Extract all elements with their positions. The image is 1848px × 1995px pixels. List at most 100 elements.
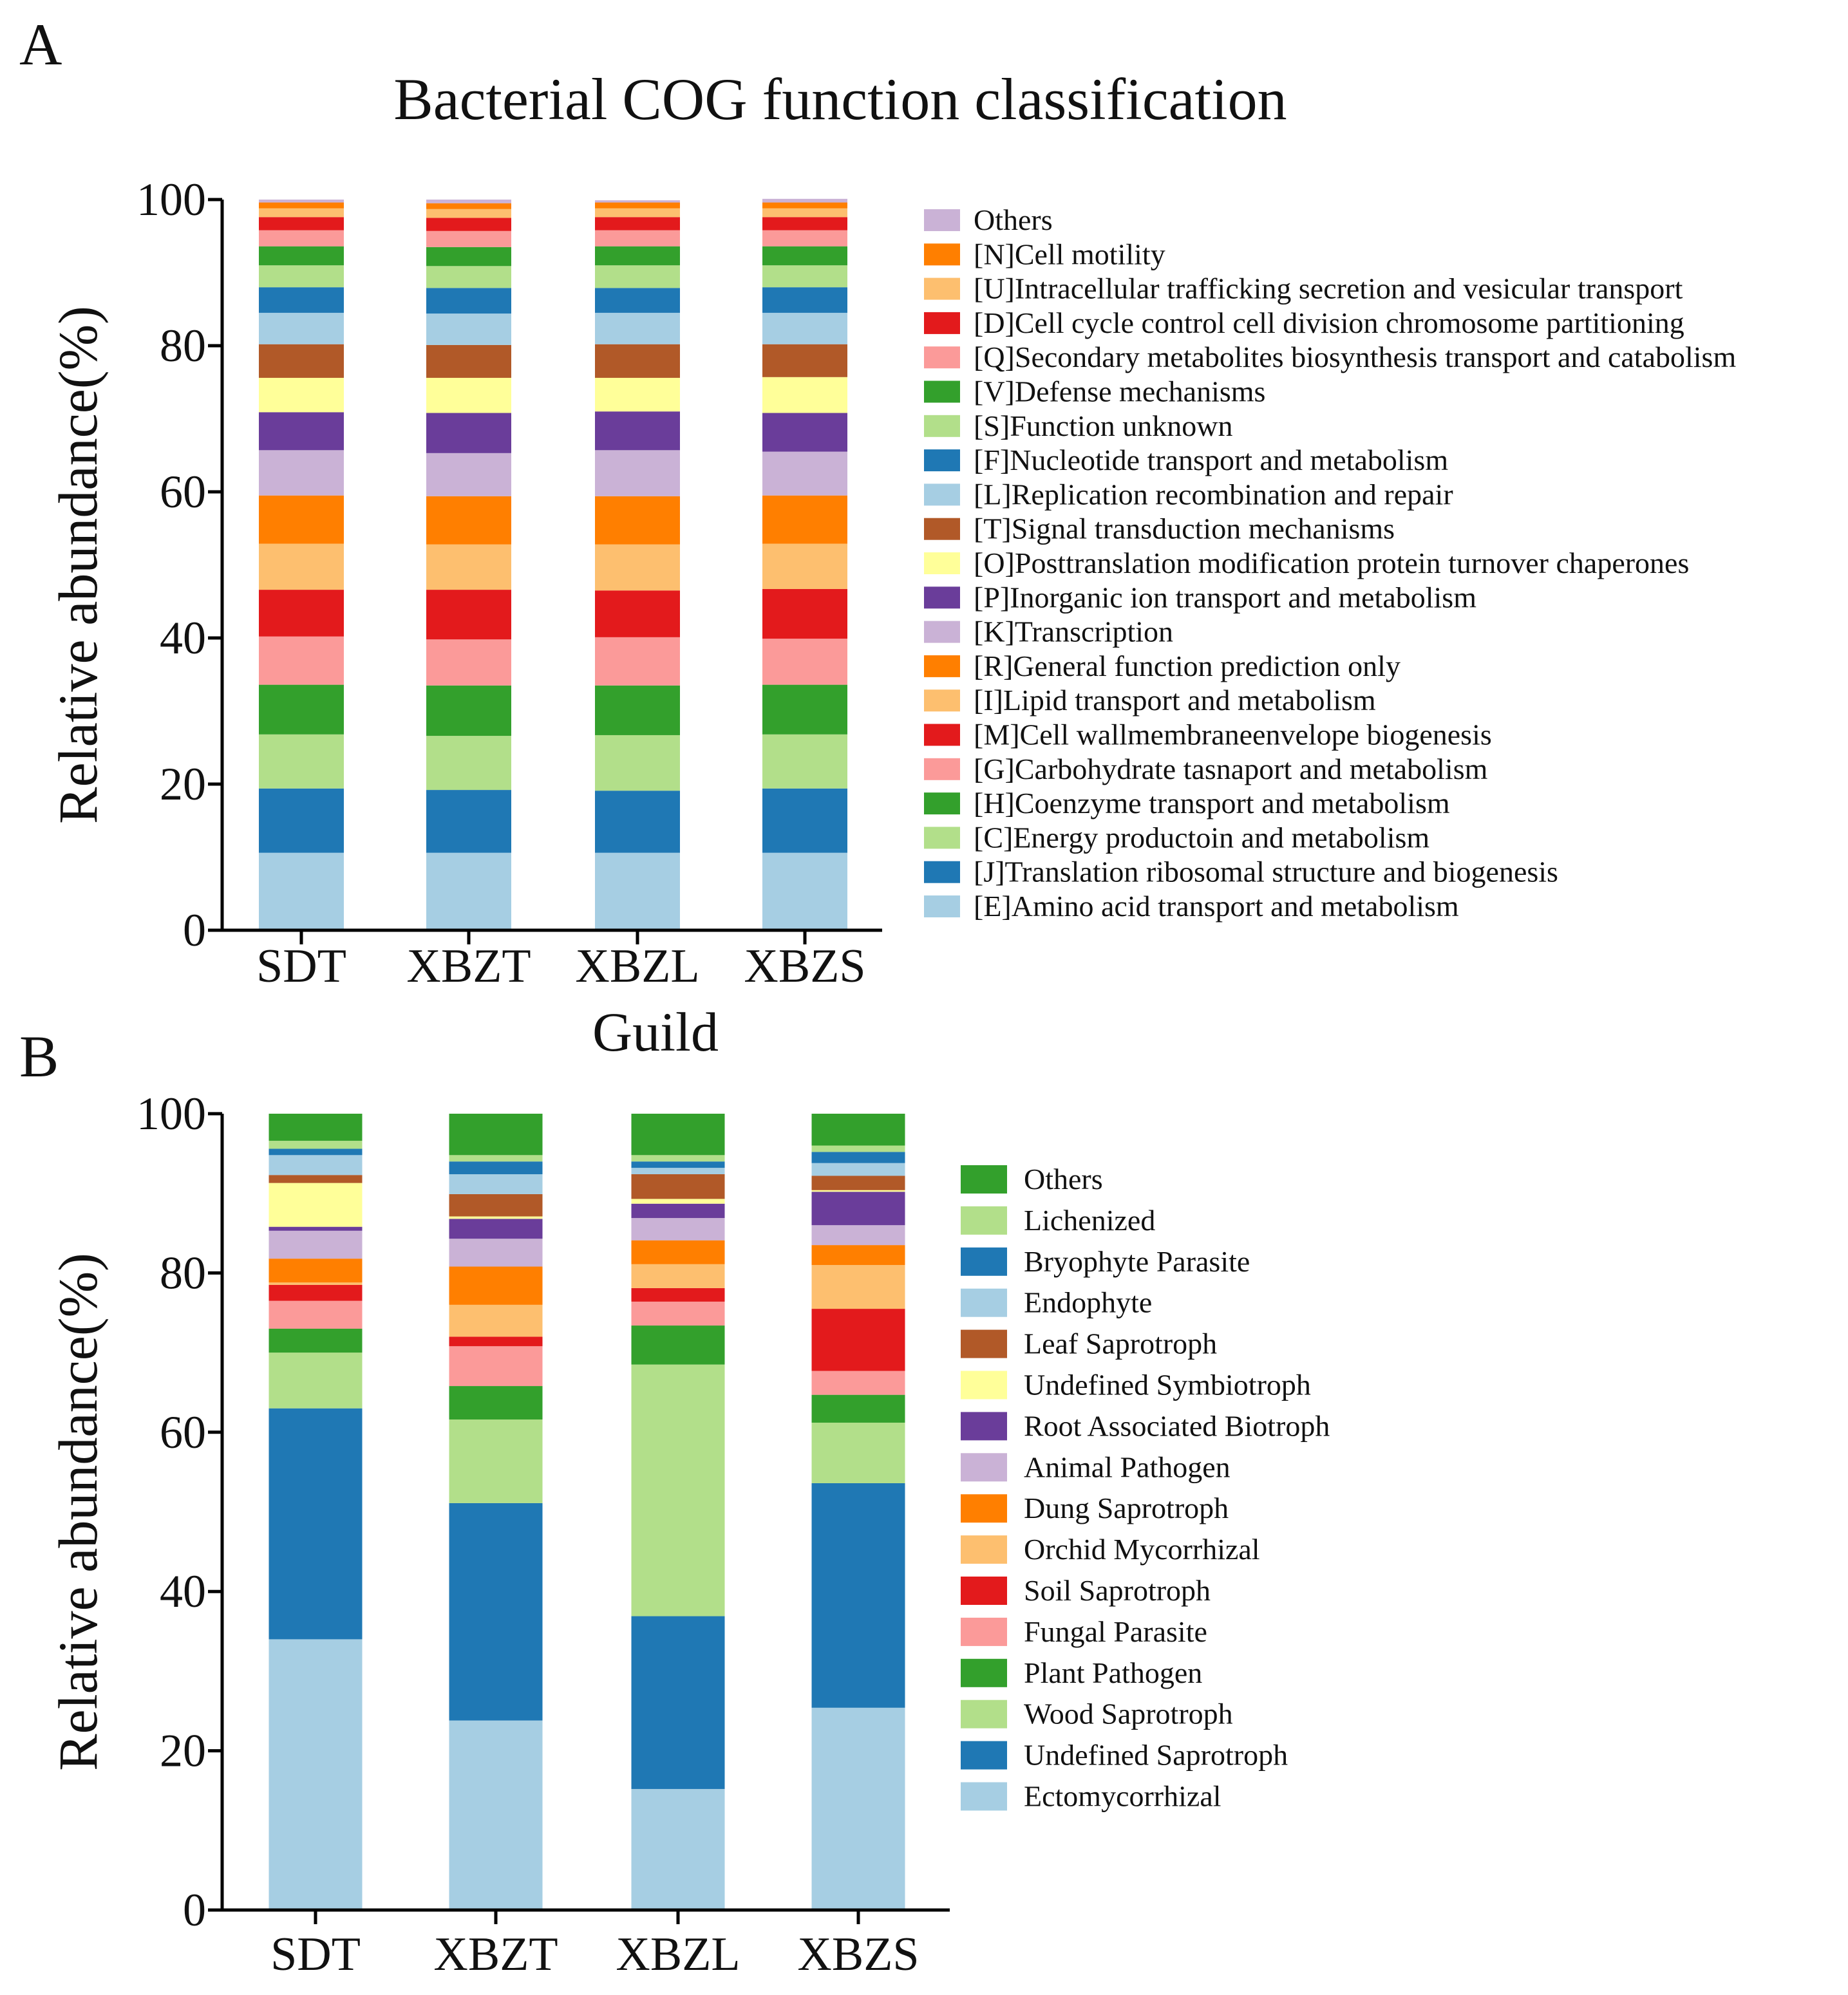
- bar-segment: [595, 685, 680, 735]
- legend-label: [I]Lipid transport and metabolism: [974, 684, 1376, 717]
- bar-segment: [426, 685, 511, 736]
- bar-segment: [449, 1266, 543, 1305]
- bar-segment: [631, 1199, 725, 1204]
- bar-segment: [762, 734, 847, 789]
- legend-label: Animal Pathogen: [1024, 1450, 1230, 1483]
- legend-label: Root Associated Biotroph: [1024, 1409, 1330, 1442]
- bar-segment: [269, 1259, 363, 1283]
- legend-label: Ectomycorrhizal: [1024, 1780, 1221, 1813]
- bar-segment: [259, 230, 344, 247]
- bar-segment: [269, 1284, 363, 1301]
- bar-segment: [631, 1114, 725, 1156]
- bar-segment: [595, 200, 680, 203]
- legend-label: Wood Saprotroph: [1024, 1698, 1233, 1730]
- bar-segment: [631, 1325, 725, 1365]
- bar-segment: [259, 684, 344, 735]
- bar-segment: [449, 1161, 543, 1175]
- bar-segment: [259, 734, 344, 789]
- bar-segment: [811, 1422, 905, 1483]
- bar-segment: [811, 1152, 905, 1163]
- bar-segment: [426, 247, 511, 267]
- bar-segment: [426, 200, 511, 203]
- bar-segment: [631, 1155, 725, 1162]
- y-tick-label: 60: [160, 466, 206, 518]
- bar-segment: [631, 1240, 725, 1264]
- bar-segment: [269, 1639, 363, 1910]
- bar-segment: [426, 344, 511, 378]
- bar-segment: [426, 736, 511, 791]
- bar-segment: [259, 636, 344, 685]
- bar-segment: [426, 413, 511, 453]
- legend-label: [D]Cell cycle control cell division chro…: [974, 306, 1684, 339]
- bar-segment: [762, 413, 847, 452]
- bar-segment: [762, 588, 847, 639]
- y-tick-label: 0: [183, 1884, 206, 1936]
- x-tick-label: SDT: [270, 1928, 361, 1981]
- bar-segment: [595, 637, 680, 686]
- legend-swatch: [961, 1412, 1007, 1441]
- legend-swatch: [961, 1617, 1007, 1646]
- bar-segment: [595, 377, 680, 412]
- bar-segment: [269, 1141, 363, 1149]
- bar-segment: [595, 208, 680, 218]
- x-tick-label: XBZL: [616, 1928, 740, 1981]
- y-tick-label: 100: [137, 174, 206, 225]
- bar-segment: [259, 495, 344, 544]
- bar-segment: [449, 1386, 543, 1420]
- bar-segment: [811, 1265, 905, 1309]
- legend-label: [U]Intracellular trafficking secretion a…: [974, 272, 1683, 305]
- bar-segment: [762, 208, 847, 218]
- bar-segment: [631, 1364, 725, 1616]
- bar-segment: [762, 312, 847, 344]
- bar-segment: [762, 852, 847, 930]
- legend-label: Orchid Mycorrhizal: [1024, 1533, 1260, 1566]
- legend-label: [O]Posttranslation modification protein …: [974, 547, 1689, 579]
- bar-segment: [762, 495, 847, 544]
- bar-segment: [269, 1114, 363, 1141]
- legend-label: Undefined Saprotroph: [1024, 1739, 1288, 1772]
- bar-segment: [449, 1503, 543, 1721]
- bar-segment: [426, 218, 511, 231]
- y-tick-label: 80: [160, 1247, 206, 1298]
- y-axis-label: Relative abundance(%): [47, 306, 109, 824]
- x-tick-label: XBZS: [797, 1928, 919, 1981]
- bar-segment: [762, 451, 847, 496]
- y-tick-label: 80: [160, 320, 206, 371]
- bar-segment: [449, 1194, 543, 1217]
- bar-segment: [595, 246, 680, 266]
- legend-label: [L]Replication recombination and repair: [974, 478, 1453, 510]
- legend-label: [N]Cell motility: [974, 238, 1165, 270]
- bar-segment: [595, 202, 680, 209]
- legend-label: Others: [974, 203, 1053, 236]
- bar-segment: [595, 590, 680, 637]
- bar-segment: [259, 200, 344, 203]
- legend-swatch: [961, 1741, 1007, 1770]
- bar-segment: [259, 344, 344, 378]
- bar-segment: [762, 639, 847, 685]
- bar-segment: [595, 496, 680, 545]
- legend-swatch: [924, 895, 960, 917]
- bar-segment: [259, 287, 344, 313]
- legend-label: [J]Translation ribosomal structure and b…: [974, 856, 1558, 888]
- bar-segment: [426, 266, 511, 288]
- bar-segment: [269, 1226, 363, 1231]
- bar-segment: [426, 453, 511, 496]
- legend-swatch: [924, 312, 960, 334]
- legend-swatch: [961, 1700, 1007, 1728]
- bar-segment: [631, 1264, 725, 1288]
- bar-segment: [631, 1788, 725, 1910]
- legend-swatch: [924, 724, 960, 746]
- bar-segment: [631, 1203, 725, 1219]
- x-tick-label: XBZT: [433, 1928, 558, 1981]
- legend-swatch: [924, 689, 960, 712]
- bar-segment: [595, 230, 680, 247]
- bar-segment: [595, 288, 680, 313]
- bar-segment: [449, 1304, 543, 1337]
- bar-segment: [595, 312, 680, 344]
- bar-segment: [811, 1309, 905, 1371]
- bar-segment: [449, 1219, 543, 1239]
- legend-label: Soil Saprotroph: [1024, 1574, 1211, 1607]
- bar-segment: [449, 1155, 543, 1162]
- bar-segment: [449, 1114, 543, 1156]
